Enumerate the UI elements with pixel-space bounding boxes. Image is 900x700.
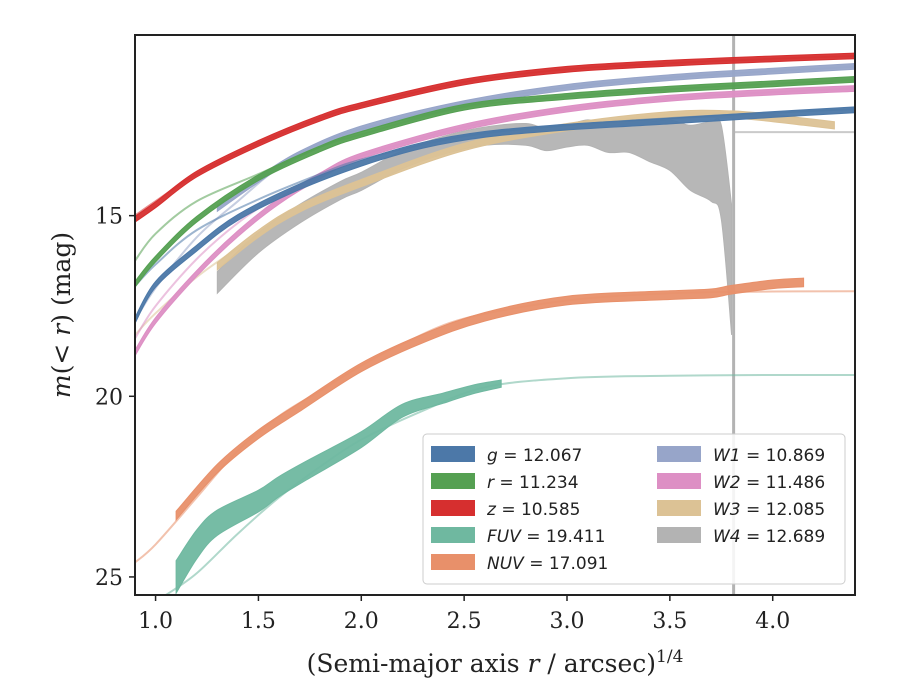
x-tick-label: 1.5 (241, 609, 276, 634)
x-axis-label: (Semi-major axis r / arcsec)1/4 (307, 647, 684, 678)
data-band-r (135, 75, 855, 288)
x-tick-label: 4.0 (755, 609, 790, 634)
data-band-W4 (216, 117, 733, 335)
series-r (135, 75, 855, 288)
legend-label-W2: W2 = 11.486 (713, 473, 825, 493)
series-g (135, 106, 855, 325)
data-band-FUV (175, 379, 502, 595)
y-tick-label: 15 (95, 205, 123, 230)
x-tick-label: 3.0 (550, 609, 585, 634)
data-band-z (135, 52, 855, 223)
legend: g = 12.067 r = 11.234 z = 10.585 FUV = 19.4… (422, 433, 846, 585)
data-band-g (135, 106, 855, 325)
legend-label-NUV: NUV = 17.091 (487, 554, 608, 574)
data-band-NUV (175, 277, 805, 522)
legend-label-g: g = 12.067 (487, 446, 582, 466)
series-FUV (165, 373, 855, 595)
legend-label-W4: W4 = 12.689 (713, 527, 825, 547)
legend-label-z: z = 10.585 (486, 500, 580, 520)
plot-frame (134, 34, 856, 596)
legend-swatch-FUV (431, 527, 475, 543)
legend-swatch-W4 (657, 527, 701, 543)
y-tick-label: 25 (95, 566, 123, 591)
y-tick-label: 20 (95, 385, 123, 410)
model-line-FUV (165, 373, 855, 595)
legend-swatch-g (431, 446, 475, 462)
legend-swatch-W1 (657, 446, 701, 462)
x-tick-label: 2.5 (447, 609, 482, 634)
legend-label-W1: W1 = 10.869 (713, 446, 825, 466)
series-NUV (135, 277, 855, 564)
legend-swatch-W3 (657, 500, 701, 516)
y-axis-label: m(< r) (mag) (47, 232, 76, 398)
series-z (135, 52, 855, 223)
axes-layer: 1.0 1.5 2.0 2.5 3.0 3.5 4.0 15 20 25 (95, 34, 856, 634)
series-layer (135, 35, 855, 595)
data-band-W3 (216, 109, 835, 271)
legend-swatch-r (431, 473, 475, 489)
legend-label-FUV: FUV = 19.411 (487, 527, 605, 547)
x-tick-label: 2.0 (344, 609, 379, 634)
legend-swatch-W2 (657, 473, 701, 489)
legend-label-r: r = 11.234 (487, 473, 579, 493)
legend-swatch-z (431, 500, 475, 516)
x-tick-label: 3.5 (652, 609, 687, 634)
legend-swatch-NUV (431, 554, 475, 570)
x-tick-label: 1.0 (138, 609, 173, 634)
model-line-r (135, 79, 855, 262)
legend-box (422, 433, 846, 585)
series-W3 (135, 108, 845, 336)
legend-label-W3: W3 = 12.085 (713, 500, 825, 520)
